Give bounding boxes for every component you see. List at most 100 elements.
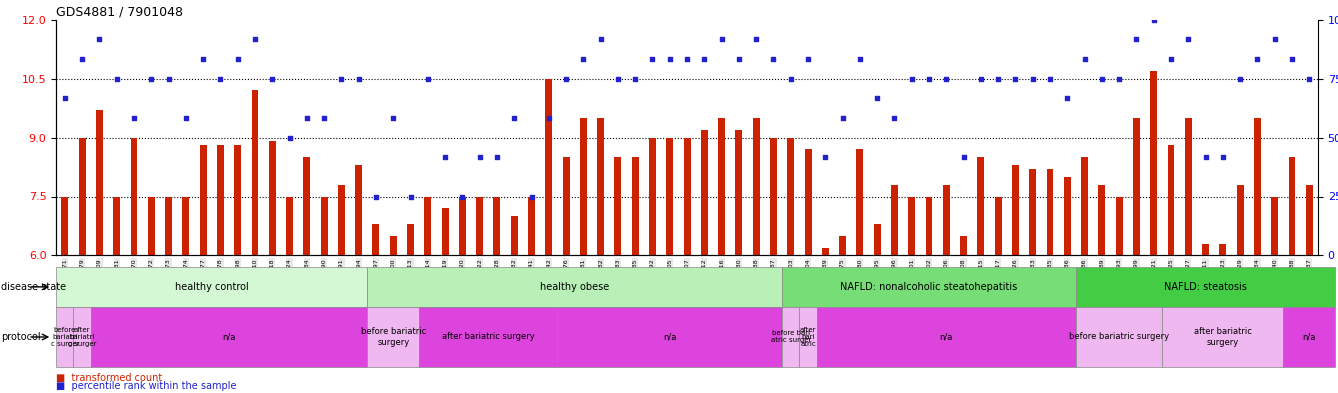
Bar: [804, 149, 812, 255]
Bar: [1236, 185, 1243, 255]
Bar: [856, 149, 863, 255]
Point: [935, 75, 957, 82]
Bar: [1185, 118, 1192, 255]
Bar: [79, 138, 86, 255]
Bar: [407, 224, 413, 255]
Point: [780, 75, 801, 82]
Bar: [961, 236, 967, 255]
Text: n/a: n/a: [1303, 332, 1317, 342]
Point: [296, 115, 317, 121]
Point: [452, 193, 474, 200]
Bar: [684, 138, 690, 255]
Point: [140, 75, 162, 82]
Bar: [701, 130, 708, 255]
Bar: [339, 185, 345, 255]
Point: [1108, 75, 1129, 82]
Bar: [1029, 169, 1036, 255]
Point: [486, 154, 507, 160]
Point: [693, 56, 714, 62]
Point: [797, 56, 819, 62]
Text: after
bariatri
c surger: after bariatri c surger: [68, 327, 96, 347]
Bar: [614, 157, 621, 255]
Point: [850, 56, 871, 62]
Text: n/a: n/a: [664, 332, 677, 342]
Point: [503, 115, 524, 121]
Bar: [943, 185, 950, 255]
Point: [365, 193, 387, 200]
Point: [1212, 154, 1234, 160]
Bar: [355, 165, 363, 255]
Bar: [286, 196, 293, 255]
Point: [330, 75, 352, 82]
Point: [313, 115, 334, 121]
Point: [1195, 154, 1216, 160]
Text: after
bari
atric: after bari atric: [800, 327, 816, 347]
Point: [590, 36, 611, 42]
Bar: [1012, 165, 1020, 255]
Bar: [1168, 145, 1175, 255]
Bar: [546, 79, 553, 255]
Bar: [372, 224, 380, 255]
Text: before bariatric surgery: before bariatric surgery: [1069, 332, 1169, 342]
Point: [468, 154, 490, 160]
Point: [867, 95, 888, 101]
Bar: [562, 157, 570, 255]
Bar: [1202, 244, 1210, 255]
Point: [1264, 36, 1286, 42]
Text: before bari
atric surger: before bari atric surger: [771, 331, 811, 343]
Point: [642, 56, 664, 62]
Point: [918, 75, 939, 82]
Bar: [926, 196, 933, 255]
Bar: [978, 157, 985, 255]
Bar: [822, 248, 828, 255]
Point: [278, 134, 300, 141]
Bar: [217, 145, 223, 255]
Text: after bariatric
surgery: after bariatric surgery: [1193, 327, 1252, 347]
Point: [193, 56, 214, 62]
Point: [1143, 17, 1164, 23]
Point: [1092, 75, 1113, 82]
Point: [520, 193, 542, 200]
Point: [106, 75, 127, 82]
Bar: [1116, 196, 1123, 255]
Bar: [666, 138, 673, 255]
Text: NAFLD: steatosis: NAFLD: steatosis: [1164, 282, 1247, 292]
Point: [261, 75, 282, 82]
Text: GDS4881 / 7901048: GDS4881 / 7901048: [56, 6, 183, 18]
Point: [1230, 75, 1251, 82]
Text: ■  transformed count: ■ transformed count: [56, 373, 162, 383]
Bar: [424, 196, 431, 255]
Bar: [1098, 185, 1105, 255]
Bar: [579, 118, 587, 255]
Point: [227, 56, 249, 62]
Point: [210, 75, 231, 82]
Bar: [787, 138, 795, 255]
Text: NAFLD: nonalcoholic steatohepatitis: NAFLD: nonalcoholic steatohepatitis: [840, 282, 1018, 292]
Point: [1005, 75, 1026, 82]
Bar: [389, 236, 396, 255]
Bar: [771, 138, 777, 255]
Point: [1282, 56, 1303, 62]
Point: [763, 56, 784, 62]
Bar: [147, 196, 155, 255]
Bar: [442, 208, 448, 255]
Bar: [1081, 157, 1088, 255]
Text: n/a: n/a: [939, 332, 953, 342]
Bar: [632, 157, 638, 255]
Text: after bariatric surgery: after bariatric surgery: [442, 332, 535, 342]
Point: [625, 75, 646, 82]
Point: [1160, 56, 1181, 62]
Bar: [476, 196, 483, 255]
Bar: [459, 196, 466, 255]
Bar: [736, 130, 743, 255]
Bar: [321, 196, 328, 255]
Point: [348, 75, 369, 82]
Bar: [1133, 118, 1140, 255]
Point: [1247, 56, 1268, 62]
Point: [1074, 56, 1096, 62]
Bar: [1254, 118, 1260, 255]
Point: [158, 75, 179, 82]
Text: before
bariatri
c surger: before bariatri c surger: [51, 327, 79, 347]
Point: [245, 36, 266, 42]
Point: [1040, 75, 1061, 82]
